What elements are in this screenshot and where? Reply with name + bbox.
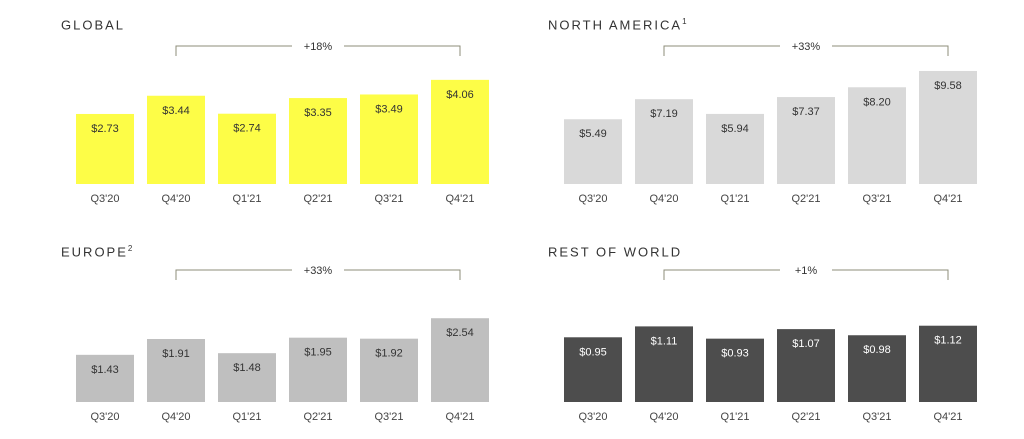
bar (564, 337, 622, 402)
bar (431, 79, 489, 184)
bar (919, 325, 977, 402)
data-label: $1.48 (233, 362, 261, 374)
chart-panel-north-america: NORTH AMERICA1 +33% $5.49 Q3'20 $7.19 Q4'20 $… (548, 17, 977, 205)
x-tick-label: Q4'20 (649, 193, 678, 205)
bar (360, 338, 418, 402)
x-tick-label: Q3'20 (90, 193, 119, 205)
data-label: $2.54 (446, 327, 474, 339)
chart-title-text: REST OF WORLD (548, 244, 683, 260)
data-label: $9.58 (934, 80, 962, 92)
bar (919, 70, 977, 184)
data-label: $1.11 (651, 335, 678, 347)
growth-label: +18% (304, 41, 333, 53)
bar (289, 98, 347, 184)
data-label: $0.95 (579, 346, 607, 358)
bar (76, 354, 134, 402)
x-tick-label: Q2'21 (791, 193, 820, 205)
growth-label: +33% (792, 41, 821, 53)
x-tick-label: Q4'20 (161, 193, 190, 205)
bar-chart-europe: +33% $1.43 Q3'20 $1.91 Q4'20 $1.48 Q1'21 $1.95 Q… (76, 265, 489, 423)
growth-bracket (663, 269, 949, 280)
chart-title: REST OF WORLD (548, 244, 682, 259)
chart-panel-europe: EUROPE2 +33% $1.43 Q3'20 $1.91 Q4'20 $1.48 Q1'… (61, 244, 489, 423)
bar (289, 337, 347, 402)
bar (848, 335, 906, 402)
x-tick-label: Q4'20 (649, 411, 678, 423)
data-label: $3.35 (304, 107, 332, 119)
data-label: $3.49 (375, 103, 403, 115)
bar (635, 99, 693, 184)
bar (706, 113, 764, 184)
x-tick-label: Q1'21 (720, 193, 749, 205)
bar (76, 113, 134, 184)
chart-title: NORTH AMERICA1 (548, 17, 687, 32)
growth-bracket (175, 45, 461, 56)
data-label: $0.98 (863, 344, 891, 356)
x-tick-label: Q4'21 (933, 193, 962, 205)
bar (218, 113, 276, 184)
chart-title-footnote: 2 (127, 244, 133, 253)
data-label: $5.49 (579, 128, 607, 140)
bar (706, 338, 764, 402)
bar (777, 97, 835, 184)
data-label: $1.07 (792, 338, 820, 350)
data-label: $7.37 (792, 106, 820, 118)
bar (777, 329, 835, 402)
chart-title: EUROPE2 (61, 244, 132, 259)
bar (360, 94, 418, 184)
chart-title-footnote: 1 (682, 17, 687, 26)
growth-bracket (175, 269, 461, 280)
chart-title-text: EUROPE (61, 244, 128, 260)
bar (635, 326, 693, 402)
x-tick-label: Q1'21 (720, 411, 749, 423)
bar (564, 119, 622, 184)
chart-title: GLOBAL (61, 17, 125, 32)
data-label: $1.43 (91, 364, 119, 376)
chart-panel-global: GLOBAL +18% $2.73 Q3'20 $3.44 Q4'20 $2.74 Q1'2… (0, 0, 512, 220)
growth-label: +33% (304, 265, 333, 277)
data-label: $1.95 (304, 347, 332, 359)
x-tick-label: Q2'21 (791, 411, 820, 423)
chart-title-text: NORTH AMERICA (548, 17, 683, 33)
data-label: $7.19 (650, 108, 678, 120)
data-label: $1.12 (934, 335, 962, 347)
x-tick-label: Q3'21 (374, 193, 403, 205)
growth-bracket (663, 45, 949, 56)
x-tick-label: Q4'20 (161, 411, 190, 423)
growth-label: +1% (795, 265, 818, 277)
chart-title-text: GLOBAL (61, 17, 126, 33)
data-label: $1.91 (162, 348, 190, 360)
data-label: $3.44 (162, 105, 190, 117)
data-label: $2.73 (91, 123, 119, 135)
x-tick-label: Q2'21 (303, 411, 332, 423)
x-tick-label: Q4'21 (445, 411, 474, 423)
bar (147, 95, 205, 184)
data-label: $2.74 (233, 123, 261, 135)
bar (218, 353, 276, 402)
data-label: $5.94 (721, 123, 749, 135)
x-tick-label: Q3'20 (578, 411, 607, 423)
x-tick-label: Q3'20 (578, 193, 607, 205)
bar (431, 318, 489, 402)
bar-chart-global: +18% $2.73 Q3'20 $3.44 Q4'20 $2.74 Q1'21 $3.35 Q… (76, 41, 489, 205)
data-label: $4.06 (446, 89, 474, 101)
x-tick-label: Q1'21 (232, 411, 261, 423)
data-label: $8.20 (863, 96, 891, 108)
data-label: $1.92 (375, 348, 403, 360)
x-tick-label: Q3'20 (90, 411, 119, 423)
x-tick-label: Q3'21 (862, 411, 891, 423)
bar (147, 339, 205, 402)
bar (848, 87, 906, 184)
data-label: $0.93 (721, 348, 749, 360)
bar-chart-north-america: +33% $5.49 Q3'20 $7.19 Q4'20 $5.94 Q1'21 $7.37 Q… (564, 41, 977, 205)
x-tick-label: Q3'21 (374, 411, 403, 423)
x-tick-label: Q4'21 (933, 411, 962, 423)
x-tick-label: Q3'21 (862, 193, 891, 205)
x-tick-label: Q4'21 (445, 193, 474, 205)
x-tick-label: Q1'21 (232, 193, 261, 205)
x-tick-label: Q2'21 (303, 193, 332, 205)
